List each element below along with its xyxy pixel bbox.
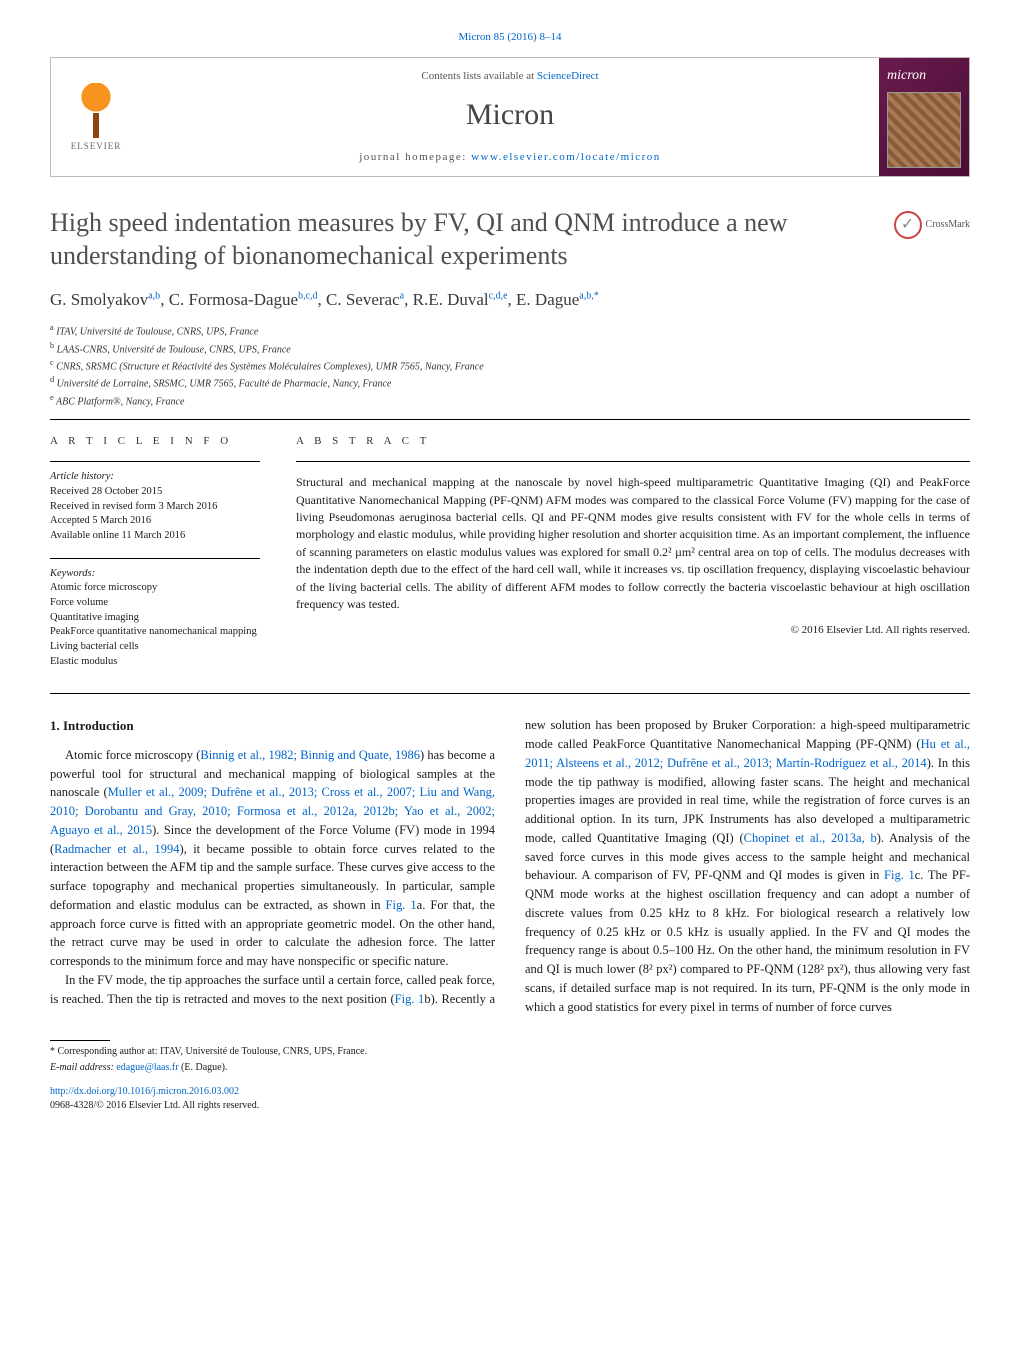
keywords-block: Keywords: Atomic force microscopy Force … [50, 567, 260, 670]
history-label: Article history: [50, 470, 260, 485]
contents-line: Contents lists available at ScienceDirec… [141, 69, 879, 84]
keyword: Force volume [50, 596, 260, 611]
footnote-rule [50, 1040, 110, 1041]
divider [50, 693, 970, 694]
history-line: Received in revised form 3 March 2016 [50, 500, 260, 515]
doi-link[interactable]: http://dx.doi.org/10.1016/j.micron.2016.… [50, 1085, 970, 1099]
sciencedirect-link[interactable]: ScienceDirect [537, 70, 599, 82]
corr-email-line: E-mail address: edague@laas.fr (E. Dague… [50, 1061, 970, 1075]
body-paragraph: Atomic force microscopy (Binnig et al., … [50, 746, 495, 971]
figure-link[interactable]: Fig. 1 [884, 868, 915, 882]
figure-link[interactable]: Fig. 1 [386, 898, 417, 912]
journal-cover-thumb: micron [879, 58, 969, 176]
email-link[interactable]: edague@laas.fr [116, 1062, 178, 1073]
homepage-line: journal homepage: www.elsevier.com/locat… [141, 150, 879, 165]
article-info-column: A R T I C L E I N F O Article history: R… [50, 434, 260, 684]
citation-link[interactable]: Radmacher et al., 1994 [54, 842, 179, 856]
text-run: Atomic force microscopy ( [65, 748, 200, 762]
email-label: E-mail address: [50, 1062, 116, 1073]
article-title: High speed indentation measures by FV, Q… [50, 207, 870, 272]
keyword: Atomic force microscopy [50, 581, 260, 596]
citation-link[interactable]: Binnig et al., 1982; Binnig and Quate, 1… [200, 748, 420, 762]
affiliations: a ITAV, Université de Toulouse, CNRS, UP… [50, 322, 970, 409]
keyword: Living bacterial cells [50, 640, 260, 655]
issn-copyright: 0968-4328/© 2016 Elsevier Ltd. All right… [50, 1099, 970, 1113]
history-line: Received 28 October 2015 [50, 485, 260, 500]
masthead-center: Contents lists available at ScienceDirec… [141, 58, 879, 176]
body-columns: 1. Introduction Atomic force microscopy … [50, 716, 970, 1016]
keyword: Elastic modulus [50, 655, 260, 670]
divider [50, 461, 260, 462]
cover-image-icon [887, 92, 961, 168]
journal-masthead: ELSEVIER Contents lists available at Sci… [50, 57, 970, 177]
figure-link[interactable]: Fig. 1 [395, 992, 425, 1006]
citation-link[interactable]: Chopinet et al., 2013a, b [744, 831, 877, 845]
homepage-prefix: journal homepage: [359, 151, 471, 163]
history-line: Available online 11 March 2016 [50, 529, 260, 544]
text-run: c. The PF-QNM mode works at the highest … [525, 868, 970, 1013]
keyword: PeakForce quantitative nanomechanical ma… [50, 625, 260, 640]
crossmark-badge[interactable]: ✓ CrossMark [894, 211, 970, 239]
abstract-copyright: © 2016 Elsevier Ltd. All rights reserved… [296, 623, 970, 638]
crossmark-label: CrossMark [926, 218, 970, 232]
article-head: ✓ CrossMark High speed indentation measu… [50, 207, 970, 408]
divider [296, 461, 970, 462]
divider [50, 419, 970, 420]
cover-title: micron [887, 66, 961, 86]
contents-prefix: Contents lists available at [421, 70, 536, 82]
history-line: Accepted 5 March 2016 [50, 514, 260, 529]
keyword: Quantitative imaging [50, 611, 260, 626]
section-heading: 1. Introduction [50, 716, 495, 736]
divider [50, 558, 260, 559]
elsevier-tree-icon [71, 83, 121, 138]
author-list: G. Smolyakova,b, C. Formosa-Dagueb,c,d, … [50, 288, 970, 312]
article-info-heading: A R T I C L E I N F O [50, 434, 260, 449]
keywords-label: Keywords: [50, 567, 260, 582]
running-citation: Micron 85 (2016) 8–14 [50, 30, 970, 45]
homepage-link[interactable]: www.elsevier.com/locate/micron [471, 151, 661, 163]
elsevier-logo: ELSEVIER [51, 58, 141, 176]
info-abstract-row: A R T I C L E I N F O Article history: R… [50, 434, 970, 684]
crossmark-icon: ✓ [894, 211, 922, 239]
article-history: Article history: Received 28 October 201… [50, 470, 260, 543]
publisher-label: ELSEVIER [71, 140, 122, 153]
email-suffix: (E. Dague). [179, 1062, 228, 1073]
corresponding-author: * Corresponding author at: ITAV, Univers… [50, 1045, 970, 1059]
journal-name: Micron [141, 94, 879, 136]
abstract-column: A B S T R A C T Structural and mechanica… [296, 434, 970, 684]
footer-block: * Corresponding author at: ITAV, Univers… [50, 1040, 970, 1113]
abstract-text: Structural and mechanical mapping at the… [296, 474, 970, 613]
abstract-heading: A B S T R A C T [296, 434, 970, 449]
